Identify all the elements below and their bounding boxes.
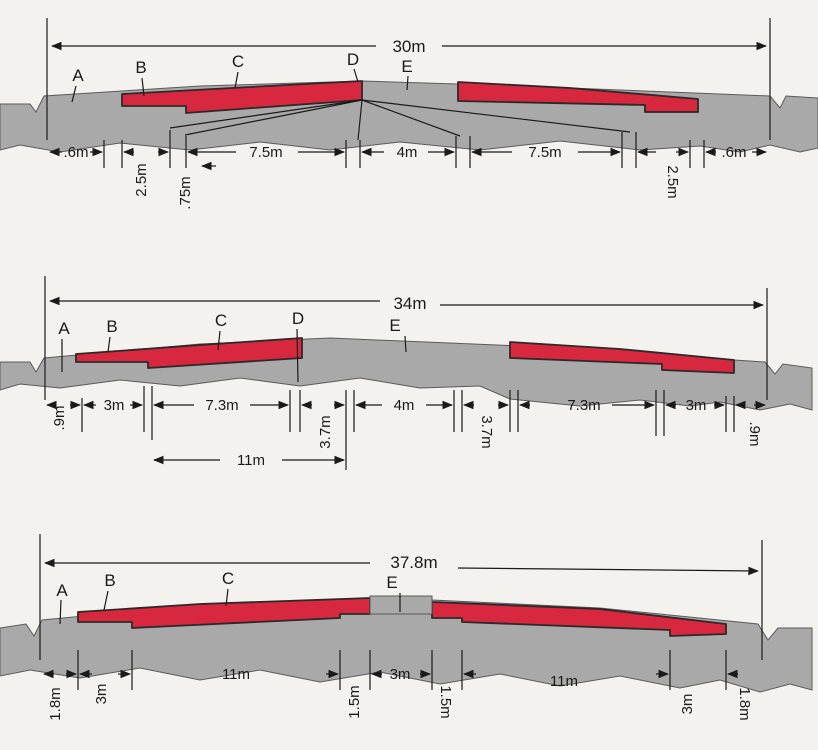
leader-e <box>406 75 409 91</box>
dim-a-left: .6m <box>63 144 88 161</box>
dim-d-right: 1.5m <box>437 685 454 718</box>
dim-d-left: 1.5m <box>346 685 363 718</box>
dim-e: 4m <box>397 144 418 161</box>
dim-c-right: 7.5m <box>528 144 561 161</box>
panel-30m: 30m A B C D E <box>0 18 818 210</box>
lane-left-2 <box>75 337 303 369</box>
label-c: C <box>222 569 234 588</box>
dimension-line <box>357 99 363 141</box>
dimension-line <box>107 336 111 353</box>
panel-37-8m: 37.8m A B C E 1.8m 3m 11m 1.5 <box>0 534 813 721</box>
total-width-label: 37.8m <box>390 553 437 572</box>
label-c: C <box>215 311 227 330</box>
dim-b-left: 3m <box>104 397 125 414</box>
label-e: E <box>401 57 412 76</box>
lane-left-1 <box>121 80 363 114</box>
label-e: E <box>386 573 397 592</box>
label-d: D <box>347 50 359 69</box>
dim-b-right: 3m <box>686 397 707 414</box>
dimension-ticks-1 <box>103 130 705 168</box>
dim-c-right: 7.3m <box>567 397 600 414</box>
leader-b <box>141 77 145 97</box>
dimension-line <box>169 99 363 129</box>
leader-d <box>353 68 359 83</box>
label-e: E <box>389 316 400 335</box>
label-a: A <box>72 66 84 85</box>
dim-a-left: 1.8m <box>47 687 64 720</box>
dimension-line <box>296 328 299 383</box>
median-barrier <box>369 595 433 615</box>
label-c: C <box>232 52 244 71</box>
ground-section-1 <box>0 80 818 153</box>
lane-left-3 <box>77 597 371 629</box>
label-d: D <box>292 309 304 328</box>
dim-c-left: 11m <box>222 666 250 683</box>
leader-a <box>71 85 77 103</box>
dim-b-right: 2.5m <box>664 165 681 198</box>
leader-c <box>234 71 239 89</box>
dim-e: 3m <box>390 666 411 683</box>
dim-c-left: 7.5m <box>249 144 282 161</box>
dim-d-left: 3.7m <box>317 415 334 448</box>
lane-right-1 <box>457 81 699 113</box>
dimension-line <box>217 330 221 351</box>
label-a: A <box>58 319 70 338</box>
lane-right-3 <box>431 601 727 637</box>
dim-a-right: .6m <box>721 144 746 161</box>
dimension-ticks-3 <box>77 650 727 690</box>
dim-b-left: 2.5m <box>133 163 150 196</box>
panel-34m: 34m A B C D E <box>0 276 813 470</box>
dim-span: 11m <box>237 452 265 469</box>
dimension-line <box>361 99 461 137</box>
dimension-line <box>103 590 109 611</box>
dim-e: 4m <box>394 397 415 414</box>
dim-c-right: 11m <box>550 673 578 690</box>
dim-a-right: 1.8m <box>736 687 753 720</box>
label-a: A <box>56 581 68 600</box>
lane-right-2 <box>509 341 735 374</box>
dim-d-left: .75m <box>177 176 194 209</box>
dimension-line <box>457 566 760 576</box>
dimension-line <box>361 99 631 133</box>
dim-c-left: 7.3m <box>205 397 238 414</box>
dimension-ticks-2 <box>81 386 735 470</box>
dimension-line <box>404 335 407 353</box>
dim-a-right: .9m <box>746 421 763 446</box>
dim-b-left: 3m <box>93 684 110 705</box>
dim-a-left: .9m <box>51 405 68 430</box>
total-width-label: 30m <box>392 37 425 56</box>
dimension-line <box>184 99 363 136</box>
dimension-line <box>225 588 229 607</box>
label-b: B <box>135 58 146 77</box>
dim-b-right: 3m <box>679 694 696 715</box>
label-b: B <box>106 317 117 336</box>
total-width-label: 34m <box>393 294 426 313</box>
dim-d-right: 3.7m <box>478 415 495 448</box>
label-b: B <box>104 571 115 590</box>
grade-lines-1 <box>169 99 631 141</box>
dimension-line <box>59 599 62 625</box>
